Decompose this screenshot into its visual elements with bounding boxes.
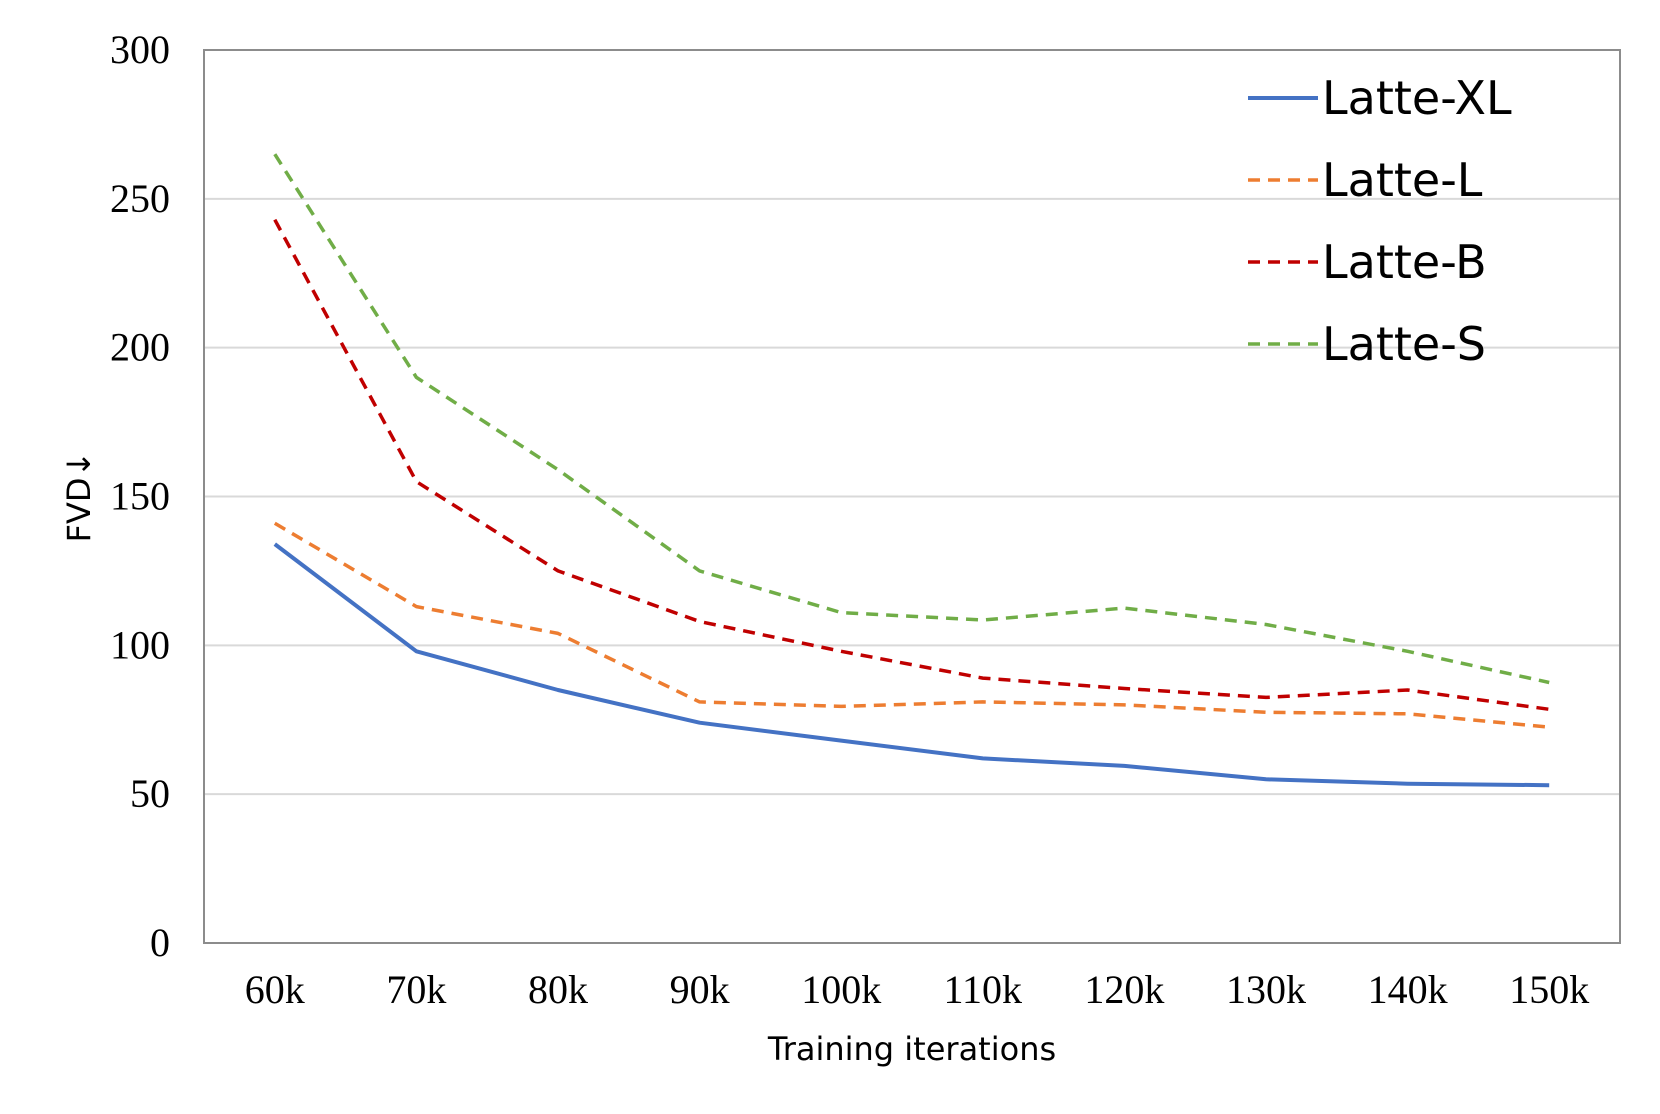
legend: Latte-XL Latte-L Latte-B Latte-S	[1248, 71, 1512, 371]
data-point	[1548, 708, 1551, 711]
data-point	[273, 522, 276, 525]
legend-label: Latte-XL	[1322, 71, 1512, 125]
x-tick-label: 120k	[1084, 967, 1164, 1012]
x-tick-label: 110k	[944, 967, 1023, 1012]
data-point	[1123, 703, 1126, 706]
x-tick-label: 130k	[1226, 967, 1306, 1012]
data-point	[273, 218, 276, 221]
data-point	[1123, 687, 1126, 690]
x-tick-label: 100k	[801, 967, 881, 1012]
data-point	[557, 632, 560, 635]
x-tick-label: 80k	[528, 967, 588, 1012]
y-tick-label: 300	[110, 27, 170, 72]
data-point	[981, 700, 984, 703]
data-point	[557, 468, 560, 471]
legend-item-latte-xl: Latte-XL	[1248, 71, 1512, 125]
x-tick-label: 140k	[1368, 967, 1448, 1012]
legend-item-latte-s: Latte-S	[1248, 317, 1486, 371]
y-tick-label: 100	[110, 622, 170, 667]
legend-item-latte-b: Latte-B	[1248, 235, 1487, 289]
data-point	[981, 757, 984, 760]
data-point	[981, 677, 984, 680]
series-line-latte-xl	[273, 542, 1550, 788]
y-tick-label: 250	[110, 176, 170, 221]
data-point	[557, 688, 560, 691]
data-point	[1548, 784, 1551, 787]
series-line-latte-b	[273, 218, 1550, 712]
y-tick-label: 200	[110, 325, 170, 370]
data-point	[840, 739, 843, 742]
series-latte-l	[273, 521, 1551, 729]
y-axis-ticks: 0 50 100 150 200 250 300	[110, 27, 170, 965]
data-point	[1406, 688, 1409, 691]
data-point	[698, 569, 701, 572]
data-point	[840, 705, 843, 708]
data-point	[840, 650, 843, 653]
data-point	[1265, 623, 1268, 626]
data-point	[1548, 681, 1551, 684]
x-tick-label: 150k	[1509, 967, 1589, 1012]
data-point	[273, 543, 276, 546]
data-point	[273, 153, 276, 156]
series-line-latte-l	[273, 521, 1550, 729]
x-axis-ticks: 60k 70k 80k 90k 100k 110k 120k 130k 140k 150k	[245, 967, 1589, 1012]
series-line-latte-s	[273, 153, 1550, 685]
series-lines	[273, 153, 1551, 788]
data-point	[415, 480, 418, 483]
x-tick-label: 70k	[386, 967, 446, 1012]
y-tick-label: 50	[130, 771, 170, 816]
y-axis-title: FVD↓	[60, 451, 98, 543]
series-latte-xl	[273, 542, 1551, 788]
y-axis-title-group: FVD↓	[60, 451, 98, 543]
data-point	[840, 611, 843, 614]
y-tick-label: 0	[150, 920, 170, 965]
y-axis-title-text: FVD	[60, 477, 98, 542]
data-point	[415, 605, 418, 608]
x-tick-label: 60k	[245, 967, 305, 1012]
data-point	[981, 619, 984, 622]
x-axis-title: Training iterations	[767, 1030, 1056, 1068]
legend-label: Latte-S	[1322, 317, 1486, 371]
legend-item-latte-l: Latte-L	[1248, 153, 1483, 207]
plot-area-frame	[203, 49, 1621, 944]
data-point	[698, 620, 701, 623]
data-point	[1406, 782, 1409, 785]
y-tick-label: 150	[110, 474, 170, 519]
data-point	[1123, 607, 1126, 610]
data-point	[1406, 650, 1409, 653]
data-point	[698, 700, 701, 703]
data-point	[1406, 712, 1409, 715]
data-point	[1548, 726, 1551, 729]
data-point	[415, 376, 418, 379]
series-latte-b	[273, 218, 1551, 712]
data-point	[415, 650, 418, 653]
x-tick-label: 90k	[670, 967, 730, 1012]
data-point	[1265, 778, 1268, 781]
data-point	[1265, 711, 1268, 714]
data-point	[557, 569, 560, 572]
data-point	[698, 721, 701, 724]
data-point	[1265, 696, 1268, 699]
y-axis-title-arrow: ↓	[60, 451, 98, 478]
data-point	[1123, 764, 1126, 767]
legend-label: Latte-B	[1322, 235, 1487, 289]
legend-label: Latte-L	[1322, 153, 1483, 207]
series-latte-s	[273, 153, 1551, 685]
